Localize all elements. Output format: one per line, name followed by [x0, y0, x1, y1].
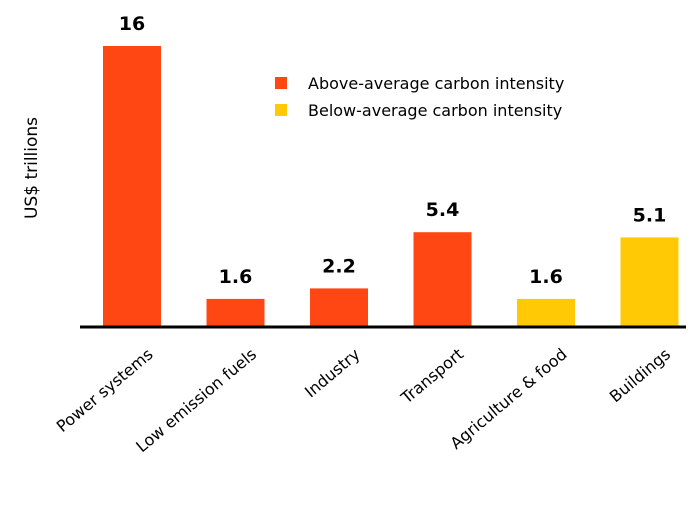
- value-label-agriculture-food: 1.6: [529, 266, 563, 288]
- tick-label-transport: Transport: [397, 345, 467, 408]
- value-label-industry: 2.2: [322, 255, 356, 277]
- bar-buildings: [620, 237, 679, 327]
- bar-low-emission-fuels: [206, 298, 265, 327]
- bar-agriculture-food: [517, 298, 575, 327]
- value-labels: 16 1.6 2.2 5.4 1.6 5.1: [119, 13, 667, 288]
- tick-label-buildings: Buildings: [606, 345, 674, 407]
- bar-industry: [310, 288, 368, 327]
- value-label-buildings: 5.1: [633, 204, 667, 226]
- bars: [103, 46, 679, 327]
- bar-transport: [413, 232, 472, 327]
- value-label-power-systems: 16: [119, 13, 145, 35]
- legend: Above-average carbon intensity Below-aver…: [275, 74, 564, 120]
- tick-label-agriculture-food: Agriculture & food: [447, 345, 571, 453]
- value-label-transport: 5.4: [426, 199, 460, 221]
- y-axis-title: US$ trillions: [22, 117, 42, 219]
- tick-label-industry: Industry: [301, 345, 364, 402]
- legend-label-above: Above-average carbon intensity: [308, 74, 564, 93]
- value-label-low-emission-fuels: 1.6: [219, 266, 253, 288]
- legend-swatch-below: [275, 104, 287, 116]
- legend-label-below: Below-average carbon intensity: [308, 101, 562, 120]
- tick-label-power-systems: Power systems: [53, 345, 157, 436]
- bar-power-systems: [103, 46, 161, 327]
- legend-swatch-above: [275, 77, 287, 89]
